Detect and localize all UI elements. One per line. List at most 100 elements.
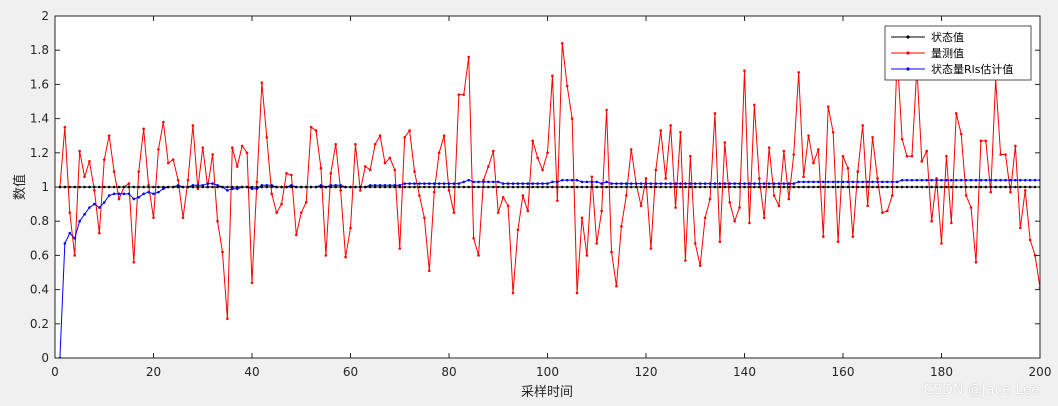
series-point-2 (639, 182, 643, 185)
series-point-2 (950, 178, 953, 182)
series-point-0 (201, 185, 205, 189)
series-point-2 (979, 178, 983, 182)
series-point-0 (959, 185, 963, 189)
series-point-1 (319, 166, 323, 170)
y-tick-label: 0.4 (30, 283, 49, 297)
series-point-2 (910, 178, 914, 182)
y-tick-label: 0.8 (30, 214, 49, 228)
series-point-1 (654, 168, 658, 172)
series-point-2 (669, 182, 672, 185)
series-point-0 (235, 185, 239, 189)
series-point-0 (708, 185, 712, 189)
series-point-0 (162, 185, 165, 189)
series-point-1 (831, 130, 835, 134)
series-point-0 (290, 185, 293, 189)
series-point-2 (935, 178, 938, 182)
series-point-2 (63, 242, 67, 245)
series-point-1 (590, 175, 594, 179)
series-point-2 (881, 180, 884, 184)
series-point-1 (556, 199, 559, 202)
series-point-0 (142, 185, 145, 189)
series-point-0 (910, 185, 914, 189)
series-point-1 (88, 160, 91, 163)
series-point-1 (954, 112, 958, 115)
series-point-0 (482, 185, 485, 189)
series-point-0 (423, 185, 426, 189)
series-point-1 (265, 136, 269, 139)
series-point-0 (349, 185, 352, 189)
series-point-2 (762, 182, 766, 185)
series-point-1 (132, 260, 136, 264)
series-point-1 (457, 93, 461, 96)
series-point-2 (984, 178, 988, 182)
series-point-2 (88, 206, 91, 209)
series-point-2 (915, 178, 919, 182)
series-point-0 (595, 185, 599, 189)
series-point-0 (506, 185, 510, 189)
series-point-0 (743, 185, 746, 189)
series-point-1 (102, 158, 106, 161)
series-point-2 (708, 182, 712, 185)
series-point-0 (304, 185, 308, 189)
series-point-0 (954, 185, 958, 189)
series-point-2 (713, 182, 717, 185)
series-point-2 (487, 180, 490, 184)
series-point-0 (861, 185, 864, 189)
series-point-0 (629, 185, 633, 189)
legend-marker (906, 51, 910, 55)
series-point-1 (974, 260, 978, 264)
series-point-2 (649, 182, 653, 185)
series-point-0 (516, 185, 520, 189)
series-point-2 (418, 182, 421, 185)
series-point-1 (876, 177, 879, 180)
x-tick-label: 0 (51, 365, 59, 379)
series-point-2 (802, 180, 805, 184)
series-point-0 (693, 185, 697, 189)
series-point-2 (861, 180, 864, 184)
series-point-2 (905, 178, 909, 182)
series-point-1 (689, 154, 692, 158)
series-point-2 (856, 180, 860, 184)
series-point-1 (309, 125, 313, 129)
series-point-0 (240, 185, 244, 189)
series-point-2 (738, 182, 741, 185)
series-point-0 (787, 185, 791, 189)
series-point-1 (329, 172, 333, 175)
series-point-0 (698, 185, 702, 189)
series-point-1 (472, 237, 475, 240)
series-point-1 (536, 156, 539, 160)
series-point-1 (1019, 226, 1022, 230)
series-point-0 (363, 185, 367, 189)
series-point-0 (1049, 186, 1052, 189)
series-point-0 (866, 185, 869, 189)
series-point-2 (432, 182, 436, 185)
series-point-2 (615, 182, 618, 185)
series-point-1 (920, 160, 924, 163)
series-point-0 (703, 185, 707, 189)
series-point-0 (684, 185, 687, 189)
series-point-0 (575, 185, 579, 189)
series-point-1 (201, 146, 205, 149)
series-point-1 (595, 242, 599, 245)
series-point-1 (787, 197, 791, 201)
series-point-2 (886, 180, 889, 184)
series-point-2 (792, 182, 796, 185)
series-point-1 (137, 170, 141, 173)
series-point-2 (817, 180, 820, 184)
series-point-0 (442, 185, 446, 189)
series-point-2 (546, 182, 549, 185)
axes-layer: 0 20 40 60 80 100 120 140 160 180 200 0 0.2 0.4 0.6 0.8… (30, 9, 1052, 379)
series-point-2 (132, 197, 136, 201)
series-point-0 (250, 185, 254, 189)
series-point-0 (531, 185, 535, 189)
series-point-1 (117, 197, 121, 201)
series-point-0 (777, 185, 781, 189)
x-tick-label: 20 (146, 365, 161, 379)
series-point-0 (260, 185, 264, 189)
series-point-0 (73, 185, 76, 189)
series-point-0 (634, 185, 638, 189)
series-point-1 (285, 172, 288, 175)
series-point-1 (580, 216, 584, 220)
series-point-2 (634, 182, 638, 185)
